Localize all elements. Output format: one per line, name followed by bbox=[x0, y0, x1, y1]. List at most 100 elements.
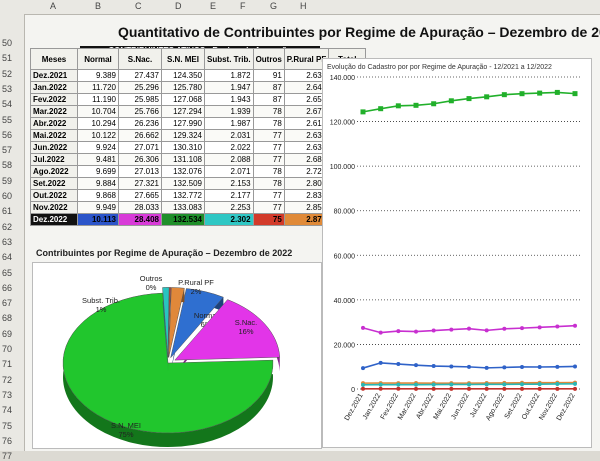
row-header-67[interactable]: 67 bbox=[2, 298, 12, 308]
value-cell[interactable]: 1.987 bbox=[205, 118, 254, 130]
row-header-50[interactable]: 50 bbox=[2, 38, 12, 48]
row-header-66[interactable]: 66 bbox=[2, 283, 12, 293]
value-cell[interactable]: 131.108 bbox=[162, 154, 205, 166]
value-cell[interactable]: 77 bbox=[253, 154, 284, 166]
column-header-g[interactable]: G bbox=[270, 1, 277, 11]
value-cell[interactable]: 25.296 bbox=[119, 82, 162, 94]
value-cell[interactable]: 9.699 bbox=[78, 166, 119, 178]
table-row[interactable]: Dez.202210.11328.408132.5342.302752.8771… bbox=[31, 214, 366, 226]
value-cell[interactable]: 124.350 bbox=[162, 70, 205, 82]
table-row[interactable]: Fev.202211.19025.985127.0681.943872.6531… bbox=[31, 94, 366, 106]
row-header-69[interactable]: 69 bbox=[2, 329, 12, 339]
value-cell[interactable]: 1.939 bbox=[205, 106, 254, 118]
month-cell[interactable]: Fev.2022 bbox=[31, 94, 78, 106]
value-cell[interactable]: 9.389 bbox=[78, 70, 119, 82]
value-cell[interactable]: 77 bbox=[253, 190, 284, 202]
value-cell[interactable]: 25.985 bbox=[119, 94, 162, 106]
value-cell[interactable]: 9.481 bbox=[78, 154, 119, 166]
table-row[interactable]: Nov.20229.94928.033133.0832.253772.85617… bbox=[31, 202, 366, 214]
value-cell[interactable]: 132.076 bbox=[162, 166, 205, 178]
row-header-73[interactable]: 73 bbox=[2, 390, 12, 400]
value-cell[interactable]: 2.022 bbox=[205, 142, 254, 154]
value-cell[interactable]: 87 bbox=[253, 82, 284, 94]
value-cell[interactable]: 9.924 bbox=[78, 142, 119, 154]
value-cell[interactable]: 10.294 bbox=[78, 118, 119, 130]
table-row[interactable]: Set.20229.88427.321132.5092.153782.80417… bbox=[31, 178, 366, 190]
value-cell[interactable]: 9.884 bbox=[78, 178, 119, 190]
table-row[interactable]: Ago.20229.69927.013132.0762.071782.72917… bbox=[31, 166, 366, 178]
value-cell[interactable]: 26.662 bbox=[119, 130, 162, 142]
value-cell[interactable]: 78 bbox=[253, 166, 284, 178]
value-cell[interactable]: 28.033 bbox=[119, 202, 162, 214]
value-cell[interactable]: 127.068 bbox=[162, 94, 205, 106]
value-cell[interactable]: 125.780 bbox=[162, 82, 205, 94]
month-cell[interactable]: Jan.2022 bbox=[31, 82, 78, 94]
column-header-a[interactable]: A bbox=[50, 1, 56, 11]
row-header-61[interactable]: 61 bbox=[2, 206, 12, 216]
value-cell[interactable]: 78 bbox=[253, 118, 284, 130]
value-cell[interactable]: 1.872 bbox=[205, 70, 254, 82]
table-row[interactable]: Mai.202210.12226.662129.3242.031772.6301… bbox=[31, 130, 366, 142]
row-header-75[interactable]: 75 bbox=[2, 421, 12, 431]
value-cell[interactable]: 2.302 bbox=[205, 214, 254, 226]
value-cell[interactable]: 78 bbox=[253, 106, 284, 118]
row-header-63[interactable]: 63 bbox=[2, 237, 12, 247]
value-cell[interactable]: 10.122 bbox=[78, 130, 119, 142]
month-cell[interactable]: Nov.2022 bbox=[31, 202, 78, 214]
value-cell[interactable]: 75 bbox=[253, 214, 284, 226]
row-header-71[interactable]: 71 bbox=[2, 359, 12, 369]
value-cell[interactable]: 25.766 bbox=[119, 106, 162, 118]
table-row[interactable]: Mar.202210.70425.766127.2941.939782.6711… bbox=[31, 106, 366, 118]
table-row[interactable]: Jun.20229.92427.071130.3102.022772.63817… bbox=[31, 142, 366, 154]
row-header-51[interactable]: 51 bbox=[2, 53, 12, 63]
row-header-68[interactable]: 68 bbox=[2, 313, 12, 323]
row-header-55[interactable]: 55 bbox=[2, 115, 12, 125]
row-header-52[interactable]: 52 bbox=[2, 69, 12, 79]
row-header-56[interactable]: 56 bbox=[2, 130, 12, 140]
table-row[interactable]: Abr.202210.29426.236127.9901.987782.6161… bbox=[31, 118, 366, 130]
value-cell[interactable]: 11.190 bbox=[78, 94, 119, 106]
value-cell[interactable]: 11.720 bbox=[78, 82, 119, 94]
month-cell[interactable]: Mai.2022 bbox=[31, 130, 78, 142]
row-header-74[interactable]: 74 bbox=[2, 405, 12, 415]
table-row[interactable]: Jan.202211.72025.296125.7801.947872.6461… bbox=[31, 82, 366, 94]
row-header-60[interactable]: 60 bbox=[2, 191, 12, 201]
value-cell[interactable]: 77 bbox=[253, 130, 284, 142]
row-header-58[interactable]: 58 bbox=[2, 160, 12, 170]
value-cell[interactable]: 133.083 bbox=[162, 202, 205, 214]
month-cell[interactable]: Jul.2022 bbox=[31, 154, 78, 166]
row-header-64[interactable]: 64 bbox=[2, 252, 12, 262]
value-cell[interactable]: 2.253 bbox=[205, 202, 254, 214]
value-cell[interactable]: 2.071 bbox=[205, 166, 254, 178]
value-cell[interactable]: 27.437 bbox=[119, 70, 162, 82]
value-cell[interactable]: 27.321 bbox=[119, 178, 162, 190]
value-cell[interactable]: 127.990 bbox=[162, 118, 205, 130]
value-cell[interactable]: 2.088 bbox=[205, 154, 254, 166]
value-cell[interactable]: 1.947 bbox=[205, 82, 254, 94]
line-chart-frame[interactable]: Evolução do Cadastro por por Regime de A… bbox=[322, 58, 592, 448]
row-header-57[interactable]: 57 bbox=[2, 145, 12, 155]
column-header-c[interactable]: C bbox=[135, 1, 142, 11]
month-cell[interactable]: Ago.2022 bbox=[31, 166, 78, 178]
value-cell[interactable]: 9.868 bbox=[78, 190, 119, 202]
value-cell[interactable]: 10.704 bbox=[78, 106, 119, 118]
row-header-70[interactable]: 70 bbox=[2, 344, 12, 354]
column-header-h[interactable]: H bbox=[300, 1, 307, 11]
value-cell[interactable]: 87 bbox=[253, 94, 284, 106]
value-cell[interactable]: 10.113 bbox=[78, 214, 119, 226]
value-cell[interactable]: 27.013 bbox=[119, 166, 162, 178]
table-row[interactable]: Dez.20219.38927.437124.3501.872912.63316… bbox=[31, 70, 366, 82]
month-cell[interactable]: Abr.2022 bbox=[31, 118, 78, 130]
value-cell[interactable]: 28.408 bbox=[119, 214, 162, 226]
column-header-e[interactable]: E bbox=[210, 1, 216, 11]
column-header-b[interactable]: B bbox=[95, 1, 101, 11]
value-cell[interactable]: 91 bbox=[253, 70, 284, 82]
month-cell[interactable]: Out.2022 bbox=[31, 190, 78, 202]
row-header-54[interactable]: 54 bbox=[2, 99, 12, 109]
value-cell[interactable]: 129.324 bbox=[162, 130, 205, 142]
value-cell[interactable]: 26.236 bbox=[119, 118, 162, 130]
value-cell[interactable]: 1.943 bbox=[205, 94, 254, 106]
value-cell[interactable]: 9.949 bbox=[78, 202, 119, 214]
row-header-72[interactable]: 72 bbox=[2, 375, 12, 385]
column-header-d[interactable]: D bbox=[175, 1, 182, 11]
